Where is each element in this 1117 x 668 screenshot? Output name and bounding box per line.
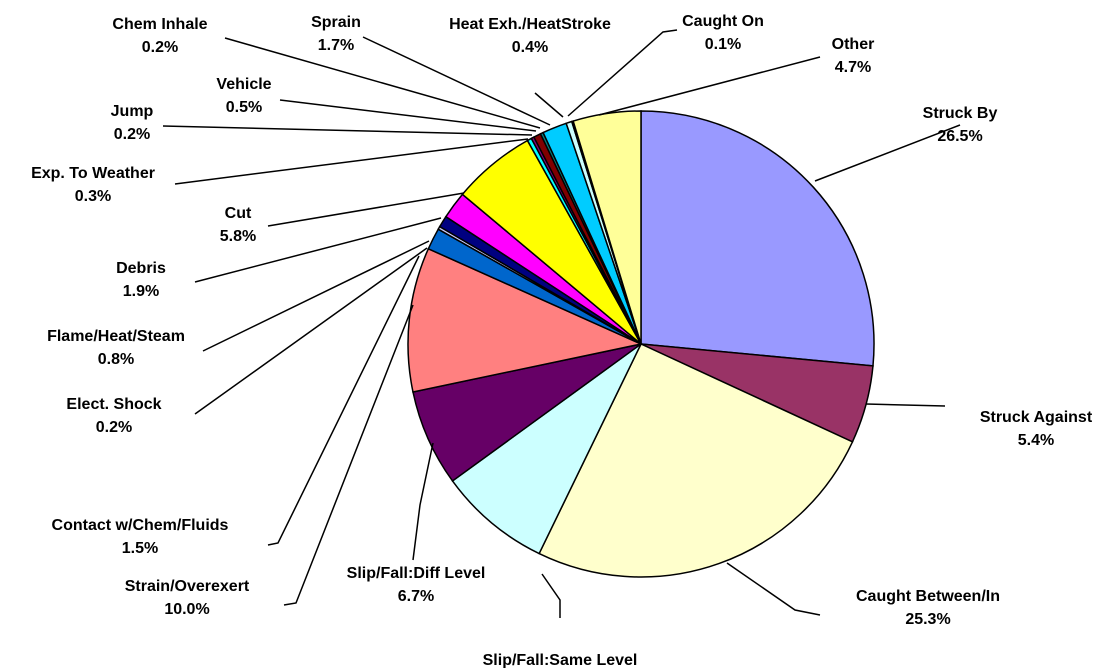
leader-line-debris — [194, 217, 442, 283]
leader-line-struck-by — [814, 124, 961, 182]
slice-value-caught-on: 0.1% — [705, 36, 741, 53]
leader-line-other — [598, 56, 821, 116]
leader-line-elect-shock — [194, 247, 428, 415]
leader-line-struck-against — [865, 403, 946, 407]
leader-line-vehicle — [279, 99, 537, 132]
slice-name-struck-against: Struck Against — [980, 409, 1093, 426]
slice-value-other: 4.7% — [835, 59, 871, 76]
leader-line-caught-on — [567, 29, 678, 117]
slice-value-chem-inhale: 0.2% — [142, 39, 178, 56]
pie-slices — [407, 110, 875, 578]
slice-value-elect-shock: 0.2% — [96, 419, 132, 436]
leader-line-sprain — [362, 36, 551, 126]
slice-name-elect-shock: Elect. Shock — [66, 396, 161, 413]
slice-name-caught-on: Caught On — [682, 13, 764, 30]
leader-line-contact-w-chem-fluids — [267, 255, 420, 546]
slice-value-strain-overexert: 10.0% — [164, 601, 209, 618]
slice-value-struck-by: 26.5% — [937, 128, 982, 145]
slice-name-cut: Cut — [225, 205, 252, 222]
slice-value-slip-fall-diff-level: 6.7% — [398, 588, 434, 605]
slice-name-sprain: Sprain — [311, 14, 361, 31]
slice-name-flame-heat-steam: Flame/Heat/Steam — [47, 328, 185, 345]
leader-line-exp-to-weather — [174, 138, 529, 185]
slice-name-chem-inhale: Chem Inhale — [112, 16, 207, 33]
pie-slice-strain-overexert — [407, 247, 644, 393]
slice-value-sprain: 1.7% — [318, 37, 354, 54]
slice-name-heat-exh-heatstroke: Heat Exh./HeatStroke — [449, 16, 611, 33]
slice-name-strain-overexert: Strain/Overexert — [125, 578, 250, 595]
slice-value-heat-exh-heatstroke: 0.4% — [512, 39, 548, 56]
leader-line-chem-inhale — [224, 37, 541, 129]
leader-line-slip-fall-diff-level — [412, 442, 434, 561]
leader-line-slip-fall-same-level — [541, 573, 561, 618]
slice-labels: Struck By 26.5% Struck Against 5.4% Caught B… — [31, 13, 1093, 668]
slice-name-exp-to-weather: Exp. To Weather — [31, 165, 155, 182]
slice-name-struck-by: Struck By — [923, 105, 998, 122]
leader-line-caught-between-in — [726, 562, 821, 616]
leader-line-flame-heat-steam — [202, 240, 430, 352]
slice-value-flame-heat-steam: 0.8% — [98, 351, 134, 368]
slice-name-caught-between-in: Caught Between/In — [856, 588, 1000, 605]
leader-lines — [162, 29, 961, 618]
slice-value-struck-against: 5.4% — [1018, 432, 1054, 449]
slice-value-vehicle: 0.5% — [226, 99, 262, 116]
slice-value-contact-w-chem-fluids: 1.5% — [122, 540, 158, 557]
leader-line-strain-overexert — [283, 304, 414, 606]
slice-value-caught-between-in: 25.3% — [905, 611, 950, 628]
slice-name-slip-fall-same-level: Slip/Fall:Same Level — [483, 652, 638, 668]
leader-line-jump — [162, 125, 533, 136]
slice-name-contact-w-chem-fluids: Contact w/Chem/Fluids — [52, 517, 229, 534]
leader-line-cut — [267, 192, 465, 227]
slice-value-cut: 5.8% — [220, 228, 256, 245]
slice-name-debris: Debris — [116, 260, 166, 277]
leader-line-heat-exh-heatstroke — [534, 92, 564, 118]
slice-value-jump: 0.2% — [114, 126, 150, 143]
slice-value-debris: 1.9% — [123, 283, 159, 300]
slice-name-jump: Jump — [111, 103, 154, 120]
slice-name-vehicle: Vehicle — [216, 76, 271, 93]
pie-slice-slip-fall-same-level — [451, 343, 642, 555]
slice-value-exp-to-weather: 0.3% — [75, 188, 111, 205]
slice-name-slip-fall-diff-level: Slip/Fall:Diff Level — [347, 565, 486, 582]
pie-slice-caught-between-in — [538, 343, 854, 578]
slice-name-other: Other — [832, 36, 875, 53]
pie-slice-struck-by — [640, 110, 875, 367]
